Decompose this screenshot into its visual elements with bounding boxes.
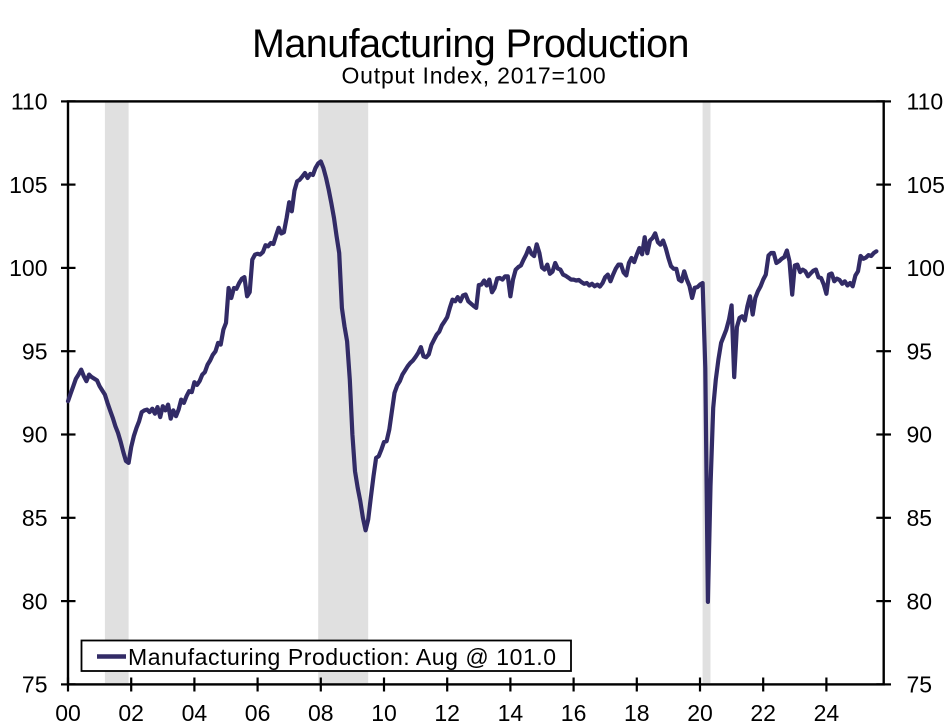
svg-text:85: 85 xyxy=(22,505,48,531)
svg-text:12: 12 xyxy=(434,700,460,726)
svg-text:08: 08 xyxy=(308,700,334,726)
svg-text:80: 80 xyxy=(22,588,48,614)
svg-text:90: 90 xyxy=(22,422,48,448)
svg-text:110: 110 xyxy=(11,89,48,115)
svg-text:06: 06 xyxy=(245,700,271,726)
svg-text:85: 85 xyxy=(907,505,933,531)
svg-text:00: 00 xyxy=(55,700,81,726)
svg-text:18: 18 xyxy=(624,700,650,726)
svg-text:90: 90 xyxy=(907,422,933,448)
svg-text:Output Index, 2017=100: Output Index, 2017=100 xyxy=(341,63,606,89)
svg-text:95: 95 xyxy=(22,338,48,364)
svg-text:20: 20 xyxy=(687,700,713,726)
svg-text:10: 10 xyxy=(371,700,397,726)
svg-text:14: 14 xyxy=(498,700,524,726)
svg-text:Manufacturing Production: Manufacturing Production xyxy=(252,22,689,66)
svg-text:110: 110 xyxy=(907,89,944,115)
svg-text:75: 75 xyxy=(22,672,48,698)
svg-text:22: 22 xyxy=(750,700,776,726)
svg-text:02: 02 xyxy=(118,700,144,726)
svg-text:04: 04 xyxy=(182,700,208,726)
svg-text:100: 100 xyxy=(907,255,945,281)
svg-text:Manufacturing Production: Aug: Manufacturing Production: Aug @ 101.0 xyxy=(128,644,557,670)
svg-text:105: 105 xyxy=(9,172,47,198)
svg-text:16: 16 xyxy=(561,700,587,726)
svg-text:95: 95 xyxy=(907,338,933,364)
svg-text:80: 80 xyxy=(907,588,933,614)
svg-text:24: 24 xyxy=(814,700,840,726)
svg-text:100: 100 xyxy=(9,255,47,281)
svg-text:105: 105 xyxy=(907,172,945,198)
svg-text:75: 75 xyxy=(907,672,933,698)
